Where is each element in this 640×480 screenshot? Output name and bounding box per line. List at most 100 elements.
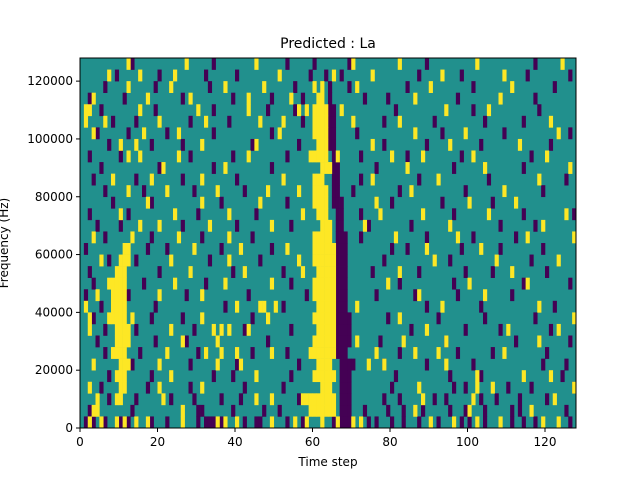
high-intensity-cell [169,370,174,383]
low-intensity-cell [103,347,108,359]
low-intensity-cell [343,312,348,325]
low-intensity-cell [231,92,236,105]
high-intensity-cell [211,323,216,336]
low-intensity-cell [289,219,294,232]
low-intensity-cell [510,404,515,417]
low-intensity-cell [339,208,344,221]
high-intensity-cell [316,185,321,198]
high-intensity-cell [134,416,139,429]
low-intensity-cell [134,323,139,336]
high-intensity-cell [122,289,127,302]
low-intensity-cell [339,381,344,394]
high-intensity-cell [223,81,228,93]
high-intensity-cell [324,358,329,371]
high-intensity-cell [266,185,271,198]
high-intensity-cell [223,416,228,429]
low-intensity-cell [188,150,193,163]
high-intensity-cell [91,231,96,244]
high-intensity-cell [316,254,321,267]
low-intensity-cell [231,404,236,417]
high-intensity-cell [328,312,333,325]
high-intensity-cell [157,115,162,128]
high-intensity-cell [180,335,185,348]
high-intensity-cell [122,416,127,429]
high-intensity-cell [114,300,120,313]
low-intensity-cell [552,300,557,313]
low-intensity-cell [297,393,302,406]
low-intensity-cell [417,69,422,82]
high-intensity-cell [281,115,286,128]
high-intensity-cell [320,243,325,255]
high-intensity-cell [421,393,426,406]
low-intensity-cell [289,370,294,383]
high-intensity-cell [320,312,325,325]
high-intensity-cell [545,150,550,163]
high-intensity-cell [87,381,92,394]
high-intensity-cell [424,323,430,336]
low-intensity-cell [343,404,348,417]
low-intensity-cell [269,127,275,140]
high-intensity-cell [568,162,573,174]
low-intensity-cell [339,358,344,371]
high-intensity-cell [397,266,402,278]
y-axis-label: Frequency (Hz) [0,198,11,289]
low-intensity-cell [269,92,275,105]
high-intensity-cell [122,312,127,325]
high-intensity-cell [114,416,120,429]
high-intensity-cell [320,266,325,278]
low-intensity-cell [339,254,344,267]
high-intensity-cell [262,300,267,313]
low-intensity-cell [390,243,395,255]
high-intensity-cell [351,416,356,429]
low-intensity-cell [266,335,271,348]
low-intensity-cell [207,81,213,93]
low-intensity-cell [149,138,154,151]
high-intensity-cell [467,404,472,417]
high-intensity-cell [304,416,309,429]
high-intensity-cell [122,358,127,371]
low-intensity-cell [347,323,352,336]
high-intensity-cell [304,393,309,406]
high-intensity-cell [161,393,166,406]
high-intensity-cell [215,185,220,198]
high-intensity-cell [370,138,375,151]
high-intensity-cell [328,381,333,394]
high-intensity-cell [145,416,151,429]
high-intensity-cell [258,115,263,128]
high-intensity-cell [413,127,418,140]
high-intensity-cell [118,335,123,348]
high-intensity-cell [331,404,337,417]
high-intensity-cell [483,289,488,302]
high-intensity-cell [393,231,399,244]
high-intensity-cell [316,138,321,151]
high-intensity-cell [149,173,154,186]
low-intensity-cell [180,92,185,105]
low-intensity-cell [142,185,147,198]
low-intensity-cell [506,381,511,394]
low-intensity-cell [235,358,240,371]
low-intensity-cell [517,404,523,417]
low-intensity-cell [533,312,538,325]
high-intensity-cell [502,69,507,82]
low-intensity-cell [521,162,526,174]
low-intensity-cell [297,138,302,151]
high-intensity-cell [312,231,317,244]
low-intensity-cell [157,162,162,174]
high-intensity-cell [413,404,418,417]
high-intensity-cell [490,381,495,394]
low-intensity-cell [335,254,340,267]
low-intensity-cell [335,162,340,174]
high-intensity-cell [355,335,360,348]
high-intensity-cell [118,347,123,359]
low-intensity-cell [180,219,185,232]
low-intensity-cell [568,416,573,429]
high-intensity-cell [486,104,492,117]
high-intensity-cell [328,243,333,255]
low-intensity-cell [479,300,484,313]
high-intensity-cell [498,92,503,105]
low-intensity-cell [339,69,344,82]
y-tick-label: 80000 [35,190,73,204]
high-intensity-cell [126,185,131,198]
low-intensity-cell [533,58,538,70]
high-intensity-cell [215,335,220,348]
